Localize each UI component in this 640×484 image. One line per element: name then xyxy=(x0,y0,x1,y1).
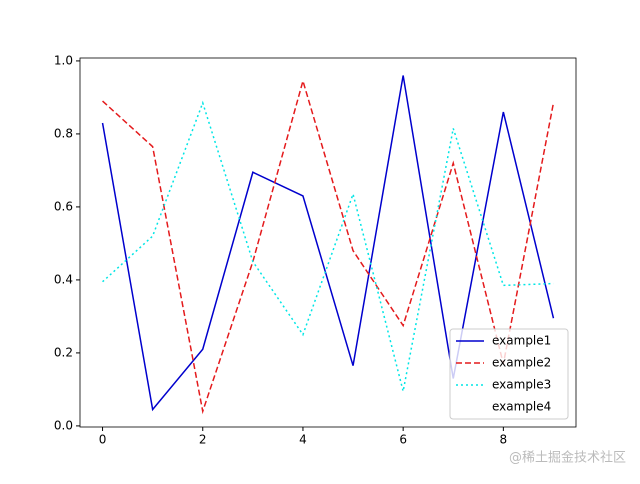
y-tick-label: 1.0 xyxy=(54,53,73,67)
legend-label: example3 xyxy=(492,378,551,392)
series-line xyxy=(101,75,555,412)
legend-label: example1 xyxy=(492,334,551,348)
axes-frame xyxy=(79,57,577,428)
x-tick-label: 6 xyxy=(399,433,407,447)
legend-label: example4 xyxy=(492,400,551,414)
x-tick-label: 2 xyxy=(199,433,207,447)
x-tick-label: 8 xyxy=(500,433,508,447)
x-tick-label: 0 xyxy=(99,433,107,447)
legend-label: example2 xyxy=(492,356,551,370)
y-tick-label: 0.8 xyxy=(54,126,73,140)
series-line xyxy=(102,78,555,415)
x-tick-label: 4 xyxy=(299,433,307,447)
legend-box xyxy=(449,328,569,420)
y-tick-label: 0.2 xyxy=(54,345,73,359)
y-tick-label: 0.6 xyxy=(54,199,73,213)
legend: example1 example2 example3 example4 xyxy=(449,328,569,420)
y-tick-label: 0.0 xyxy=(54,418,73,432)
y-tick-label: 0.4 xyxy=(54,272,73,286)
watermark: @稀土掘金技术社区 xyxy=(509,450,626,466)
